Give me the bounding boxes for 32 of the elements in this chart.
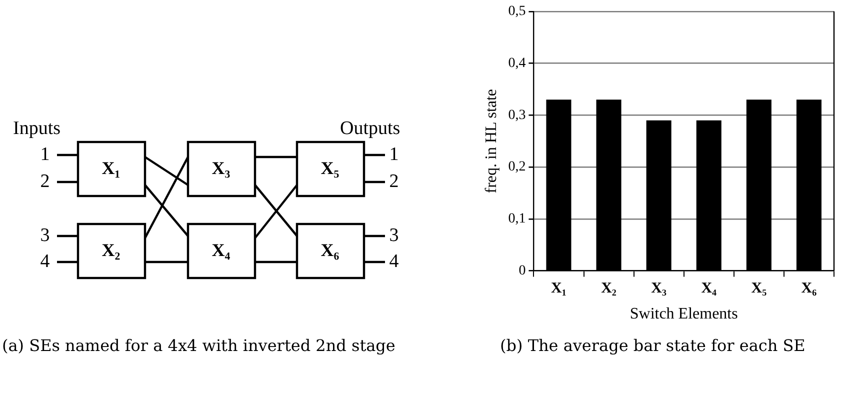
text: (a) SEs named for a 4x4 with inverted 2nd stage — [2, 335, 396, 357]
x-tick-label: X₁ — [551, 280, 566, 297]
y-tick-label: 0,4 — [508, 56, 526, 71]
x-tick-label: X₂ — [601, 280, 617, 297]
text: X₅ — [320, 158, 340, 178]
text: X₃ — [212, 158, 230, 178]
text: 3 — [389, 225, 399, 246]
text: 3 — [40, 225, 50, 246]
y-tick-label: 0 — [518, 263, 526, 278]
y-tick-label: 0,5 — [508, 4, 526, 20]
text: 4 — [40, 251, 50, 272]
text: X₁ — [102, 158, 120, 178]
x-tick-label: X₆ — [801, 280, 818, 297]
y-tick-label: 0,1 — [508, 212, 526, 227]
y-axis-title: freq. in HL state — [482, 88, 500, 194]
text: X₆ — [320, 240, 340, 260]
text: X₄ — [212, 240, 230, 260]
text: 4 — [389, 251, 399, 272]
x-axis-title: Switch Elements — [630, 306, 738, 323]
text: Outputs — [340, 118, 400, 139]
x-tick-label: X₅ — [751, 280, 768, 297]
text: Inputs — [13, 118, 60, 139]
y-tick-label: 0,2 — [508, 160, 526, 175]
y-tick-label: 0,3 — [508, 108, 526, 123]
text: X₂ — [102, 240, 120, 260]
text: 1 — [40, 144, 50, 165]
x-tick-label: X₄ — [701, 280, 718, 297]
text: 1 — [389, 144, 399, 165]
text: 2 — [40, 171, 50, 192]
text: (b) The average bar state for each SE — [500, 335, 806, 357]
x-tick-label: X₃ — [651, 280, 667, 297]
text: 2 — [389, 171, 399, 192]
